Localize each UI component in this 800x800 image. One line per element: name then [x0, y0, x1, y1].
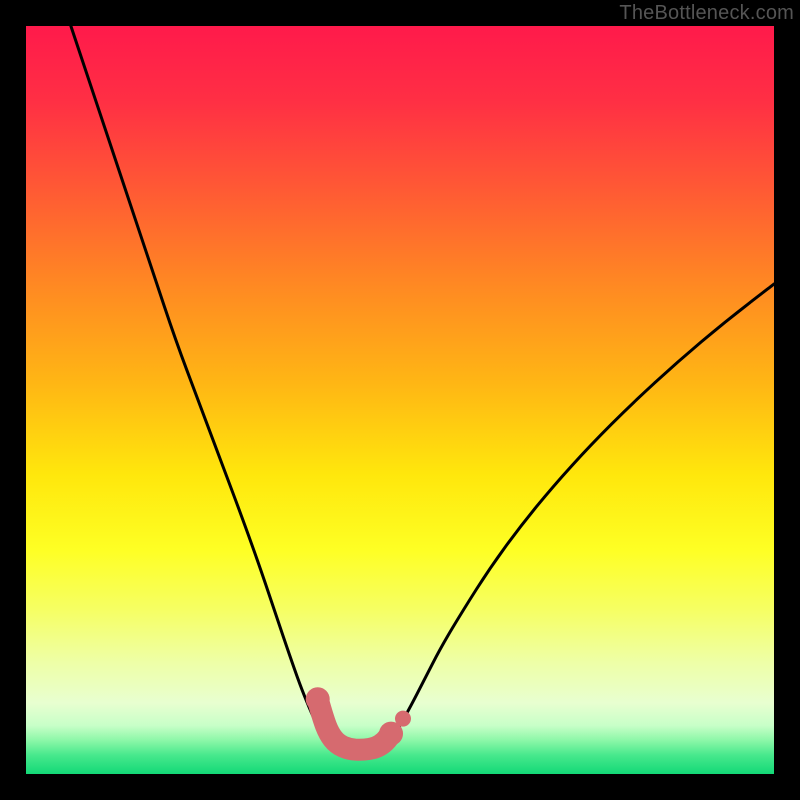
marker-detached-dot	[395, 711, 411, 727]
watermark-text: TheBottleneck.com	[619, 2, 794, 25]
plot-background	[26, 26, 774, 774]
bottleneck-curve-chart	[0, 0, 800, 800]
chart-stage: TheBottleneck.com	[0, 0, 800, 800]
marker-cap-start	[306, 687, 330, 711]
